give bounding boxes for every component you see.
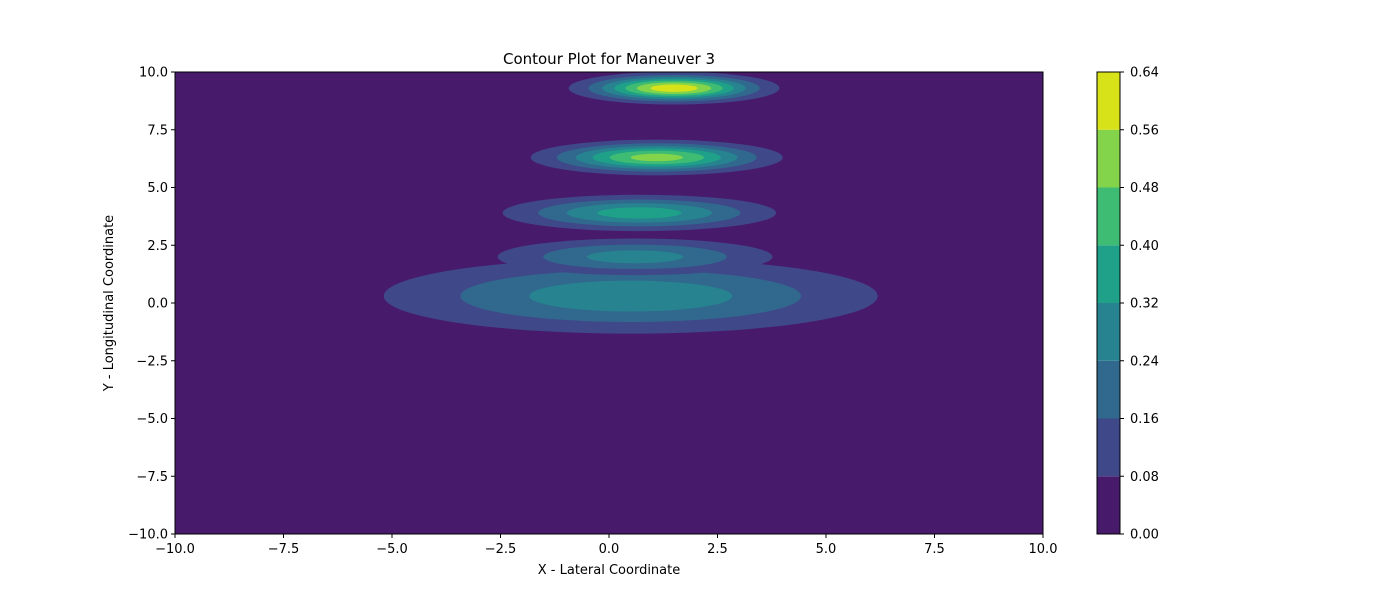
- colorbar-band: [1097, 72, 1120, 130]
- colorbar-band: [1097, 187, 1120, 246]
- contour-band-peak5-level7: [650, 84, 698, 92]
- y-tick-label: 5.0: [147, 181, 168, 196]
- x-axis-label: X - Lateral Coordinate: [538, 563, 681, 578]
- contour-band-peak1-level3: [529, 280, 733, 312]
- colorbar-tick-label: 0.00: [1130, 528, 1159, 543]
- colorbar-tick-label: 0.08: [1130, 470, 1159, 485]
- x-tick-label: 10.0: [1029, 542, 1058, 557]
- colorbar-tick-label: 0.56: [1130, 123, 1159, 138]
- y-tick-label: 2.5: [147, 239, 168, 254]
- x-tick-label: 0.0: [599, 542, 620, 557]
- colorbar-tick-label: 0.64: [1130, 66, 1159, 81]
- colorbar-band: [1097, 418, 1120, 477]
- y-tick-label: 10.0: [139, 66, 168, 81]
- colorbar-band: [1097, 360, 1120, 419]
- colorbar: 0.00 0.08 0.16 0.24 0.32 0.40 0.48 0.56 0.64: [1096, 66, 1159, 543]
- colorbar-band: [1097, 129, 1120, 188]
- x-axis: −10.0 −7.5 −5.0 −2.5 0.0 2.5 5.0 7.5 10.0: [155, 534, 1057, 557]
- y-tick-label: 7.5: [147, 123, 168, 138]
- colorbar-tick-label: 0.16: [1130, 412, 1159, 427]
- y-tick-label: −10.0: [128, 528, 168, 543]
- x-tick-label: −10.0: [155, 542, 195, 557]
- contour-band-peak2-level3: [586, 250, 684, 264]
- y-axis: −10.0 −7.5 −5.0 −2.5 0.0 2.5 5.0 7.5 10.0: [128, 66, 175, 543]
- x-tick-label: −5.0: [376, 542, 408, 557]
- chart-title: Contour Plot for Maneuver 3: [503, 50, 715, 68]
- contour-band-peak4-level6: [630, 153, 683, 162]
- colorbar-tick-label: 0.24: [1130, 354, 1159, 369]
- x-tick-label: −2.5: [485, 542, 517, 557]
- colorbar-tick-label: 0.48: [1130, 181, 1159, 196]
- x-tick-label: −7.5: [268, 542, 300, 557]
- y-tick-label: −7.5: [136, 470, 168, 485]
- y-tick-label: −2.5: [136, 354, 168, 369]
- x-tick-label: 5.0: [816, 542, 837, 557]
- y-axis-label: Y - Longitudinal Coordinate: [102, 215, 117, 392]
- contour-band-peak3-level4: [597, 207, 682, 219]
- contour-fills: [383, 72, 878, 334]
- colorbar-tick-label: 0.40: [1130, 239, 1159, 254]
- colorbar-band: [1097, 303, 1120, 361]
- colorbar-band: [1097, 245, 1120, 303]
- y-tick-label: −5.0: [136, 412, 168, 427]
- plot-area: [174, 71, 1044, 535]
- colorbar-band: [1097, 476, 1120, 534]
- colorbar-tick-label: 0.32: [1130, 297, 1159, 312]
- x-tick-label: 2.5: [707, 542, 728, 557]
- x-tick-label: 7.5: [924, 542, 945, 557]
- y-tick-label: 0.0: [147, 297, 168, 312]
